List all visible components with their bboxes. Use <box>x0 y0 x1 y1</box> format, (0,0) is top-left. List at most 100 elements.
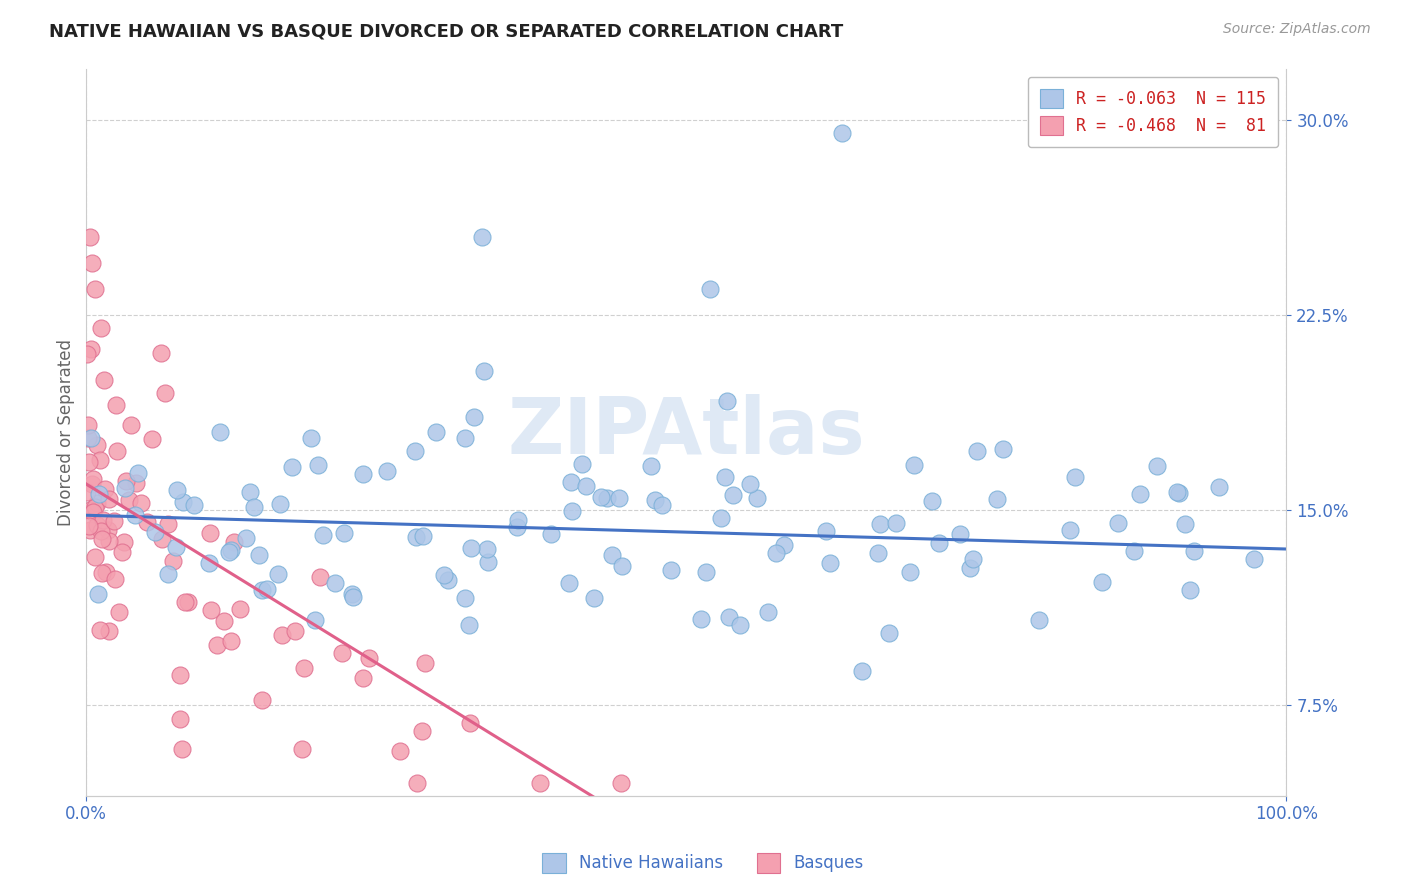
Point <box>561 504 583 518</box>
Point <box>256 582 278 597</box>
Point <box>200 603 222 617</box>
Point <box>156 566 179 581</box>
Point <box>607 491 630 506</box>
Point <box>1107 516 1129 530</box>
Point <box>197 556 219 570</box>
Point <box>150 532 173 546</box>
Point <box>1059 524 1081 538</box>
Point <box>243 500 266 515</box>
Point <box>292 661 315 675</box>
Point <box>252 582 274 597</box>
Point <box>1063 470 1085 484</box>
Point <box>166 483 188 498</box>
Point <box>898 565 921 579</box>
Point <box>97 624 120 639</box>
Point <box>1174 517 1197 532</box>
Point <box>91 513 114 527</box>
Point <box>143 525 166 540</box>
Point <box>205 639 228 653</box>
Point <box>928 536 950 550</box>
Point <box>352 467 374 481</box>
Point <box>312 528 335 542</box>
Point <box>717 610 740 624</box>
Point <box>695 565 717 579</box>
Point <box>475 542 498 557</box>
Point <box>84 549 107 564</box>
Point <box>659 563 682 577</box>
Point <box>640 458 662 473</box>
Point <box>477 555 499 569</box>
Point <box>90 566 112 580</box>
Point <box>609 776 631 790</box>
Point <box>412 529 434 543</box>
Point <box>540 526 562 541</box>
Point <box>359 650 381 665</box>
Point <box>986 491 1008 506</box>
Point <box>120 417 142 432</box>
Text: ZIPAtlas: ZIPAtlas <box>508 394 865 470</box>
Point <box>299 431 322 445</box>
Point <box>77 519 100 533</box>
Point <box>388 744 411 758</box>
Point <box>86 518 108 533</box>
Point <box>89 624 111 638</box>
Point <box>284 624 307 638</box>
Point <box>219 634 242 648</box>
Point <box>756 605 779 619</box>
Point <box>90 321 112 335</box>
Point <box>1166 484 1188 499</box>
Point <box>903 458 925 472</box>
Point <box>103 514 125 528</box>
Point <box>589 490 612 504</box>
Point <box>413 656 436 670</box>
Point <box>433 568 456 582</box>
Point <box>77 417 100 432</box>
Point <box>740 476 762 491</box>
Point <box>949 527 972 541</box>
Point <box>868 546 890 560</box>
Point <box>966 443 988 458</box>
Point <box>651 498 673 512</box>
Point <box>575 479 598 493</box>
Point <box>869 516 891 531</box>
Point <box>86 438 108 452</box>
Point <box>884 516 907 530</box>
Point <box>153 386 176 401</box>
Point <box>141 433 163 447</box>
Point <box>460 716 482 731</box>
Point <box>1208 480 1230 494</box>
Point <box>772 538 794 552</box>
Point <box>112 535 135 549</box>
Point <box>330 646 353 660</box>
Point <box>375 464 398 478</box>
Point <box>307 458 329 472</box>
Point <box>699 282 721 296</box>
Point <box>169 668 191 682</box>
Point <box>1182 544 1205 558</box>
Point <box>458 617 481 632</box>
Point <box>271 628 294 642</box>
Point <box>94 566 117 580</box>
Point <box>506 513 529 527</box>
Point <box>98 533 121 548</box>
Point <box>124 508 146 522</box>
Point <box>710 511 733 525</box>
Point <box>80 342 103 356</box>
Point <box>104 398 127 412</box>
Point <box>323 576 346 591</box>
Point <box>229 602 252 616</box>
Point <box>921 493 943 508</box>
Point <box>352 672 374 686</box>
Point <box>747 491 769 505</box>
Point <box>108 605 131 619</box>
Point <box>690 612 713 626</box>
Point <box>342 590 364 604</box>
Point <box>105 443 128 458</box>
Point <box>135 515 157 529</box>
Point <box>86 496 108 510</box>
Point <box>247 548 270 562</box>
Point <box>959 561 981 575</box>
Point <box>610 559 633 574</box>
Point <box>281 459 304 474</box>
Text: Source: ZipAtlas.com: Source: ZipAtlas.com <box>1223 22 1371 37</box>
